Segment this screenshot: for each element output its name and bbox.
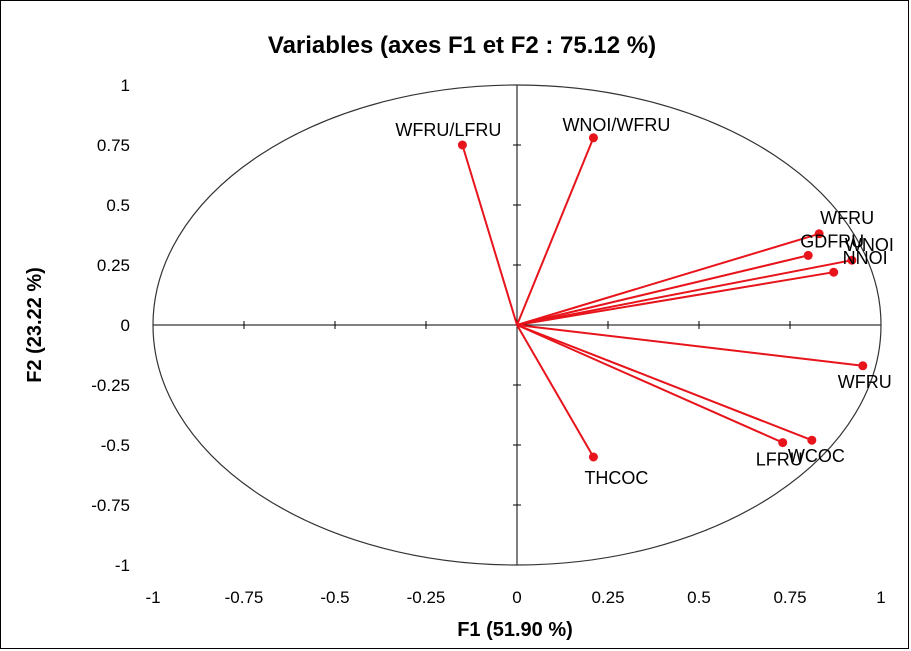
unit-circle [152,84,882,566]
variable-vector: GDFRU [516,231,864,326]
variable-vector: THCOC [516,324,648,488]
x-axis-title: F1 (51.90 %) [457,619,573,641]
variable-vector: WNOI/WFRU [516,115,670,326]
vector-point [829,267,839,277]
vector-label: WFRU/LFRU [395,120,501,140]
y-tick-label: 0.5 [106,196,130,215]
vector-point [807,435,817,445]
variable-vector: WCOC [516,324,845,466]
vector-line [516,137,595,326]
y-tick-label: 0.75 [97,136,130,155]
vector-line [516,259,853,326]
vector-label: WCOC [788,446,845,466]
vector-label: WNOI/WFRU [562,115,670,135]
vector-line [516,324,813,442]
vector-line [516,324,784,444]
vector-label: WNOI [845,235,894,255]
x-tick-label: 0.75 [773,588,806,607]
vector-label: GDFRU [800,231,864,251]
x-tick-label: 0.5 [687,588,711,607]
y-tick-label: -1 [115,556,130,575]
vector-line [516,324,595,458]
y-tick-label: -0.25 [91,376,130,395]
x-tick-label: 0 [512,588,521,607]
vector-label: THCOC [584,468,648,488]
vector-point [847,255,857,265]
y-tick-label: -0.75 [91,496,130,515]
vector-line [461,144,518,326]
y-tick-label: 0 [121,316,130,335]
x-tick-label: -1 [145,588,160,607]
variable-vector: WNOI [516,235,894,326]
vector-label: NNOI [843,248,888,268]
vector-label: WFRU [820,208,874,228]
variable-vector: NNOI [516,248,888,326]
vector-label: LFRU [756,450,803,470]
correlation-circle [152,84,882,566]
x-tick-label: -0.75 [225,588,264,607]
vector-line [516,271,834,326]
vector-line [516,324,863,367]
x-tick-label: -0.5 [320,588,349,607]
vector-line [516,232,820,326]
vector-point [858,361,868,371]
vector-point [778,438,788,448]
vector-point [588,452,598,462]
vector-point [814,229,824,239]
y-tick-label: 1 [121,76,130,95]
vector-point [803,250,813,260]
x-tick-label: 1 [876,588,885,607]
y-tick-label: -0.5 [101,436,130,455]
variable-vector: WFRU [516,208,874,326]
vector-point [457,140,467,150]
variable-vector: WFRU/LFRU [395,120,518,326]
variable-vector: LFRU [516,324,803,470]
y-tick-label: 0.25 [97,256,130,275]
vector-point [588,133,598,143]
y-axis-title: F2 (23.22 %) [24,267,46,383]
tick-labels: -1 -0.75 -0.5 -0.25 0 0.25 0.5 0.75 1 1 0.75 0.5 0.2… [91,76,885,607]
vector-label: WFRU [838,372,892,392]
x-tick-label: -0.25 [407,588,446,607]
vector-line [516,254,809,326]
variable-vector: WFRU [516,324,892,392]
x-tick-label: 0.25 [591,588,624,607]
chart-title: Variables (axes F1 et F2 : 75.12 %) [268,32,656,59]
